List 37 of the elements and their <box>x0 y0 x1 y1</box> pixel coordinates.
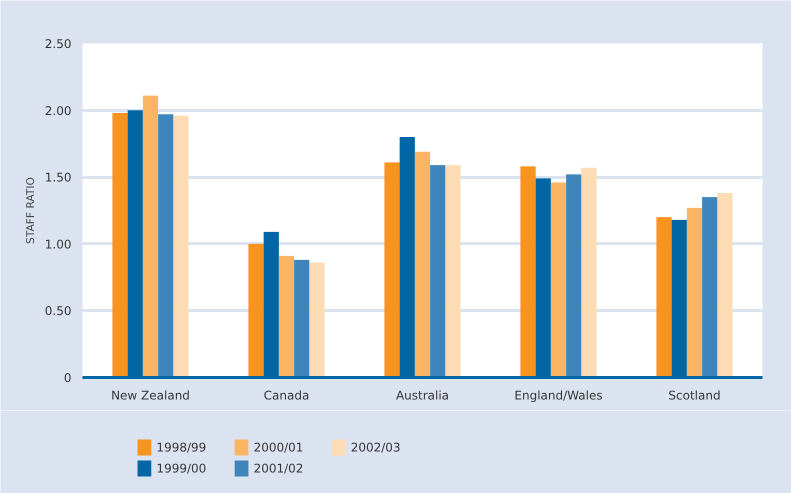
y-tick-label: 1.00 <box>44 237 72 252</box>
legend-label: 2002/03 <box>350 440 401 454</box>
bar <box>430 165 446 378</box>
bar <box>717 193 733 378</box>
bar <box>384 162 400 378</box>
bar <box>702 197 718 378</box>
bar <box>142 96 158 378</box>
bar <box>309 262 325 378</box>
y-tick-label: 2.00 <box>44 104 72 118</box>
bar <box>686 208 702 378</box>
bar <box>294 260 310 378</box>
y-axis-title: STAFF RATIO <box>24 177 37 244</box>
bar <box>248 244 264 378</box>
legend-label: 1998/99 <box>156 440 206 454</box>
legend-label: 2001/02 <box>254 462 304 476</box>
bar <box>566 174 582 378</box>
bar <box>414 152 430 378</box>
bar <box>173 116 189 378</box>
bar <box>158 114 174 378</box>
y-tick-label: 2.50 <box>44 37 72 51</box>
y-tick-label: 1.50 <box>44 170 72 185</box>
x-tick-label: England/Wales <box>514 388 603 402</box>
bar <box>445 165 461 378</box>
bar <box>656 217 672 378</box>
bar <box>550 182 566 378</box>
x-tick-label: Scotland <box>668 388 721 402</box>
y-tick-label: 0.50 <box>44 304 72 318</box>
x-tick-label: New Zealand <box>111 388 190 402</box>
bar <box>520 166 536 378</box>
bar <box>112 112 128 378</box>
bar <box>581 168 597 378</box>
x-tick-label: Australia <box>396 388 450 402</box>
x-tick-label: Canada <box>264 388 310 402</box>
legend-label: 2000/01 <box>254 440 304 454</box>
y-tick-label: 0 <box>64 371 72 385</box>
bar <box>278 256 294 378</box>
legend-label: 1999/00 <box>156 462 206 476</box>
